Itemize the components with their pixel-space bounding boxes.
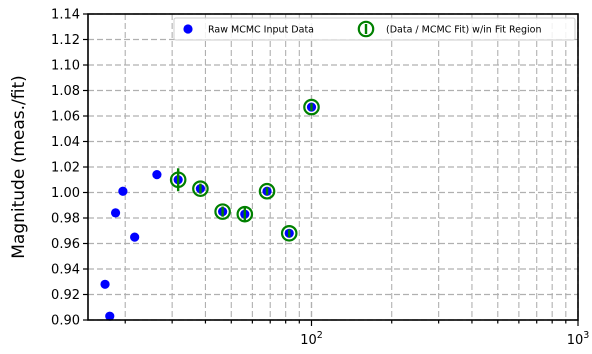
fit-data-point [280,225,298,242]
fit-data-point [192,180,209,197]
y-axis-label: Magnitude (meas./fit) [9,75,29,259]
y-tick-label: 1.02 [51,161,80,176]
legend-label-fit: (Data / MCMC Fit) w/in Fit Region [386,25,542,36]
fit-data-point [258,182,276,200]
y-tick-label: 0.94 [51,263,80,278]
legend-label-raw: Raw MCMC Input Data [208,25,314,36]
raw-data-point [152,170,162,180]
data-points [100,98,320,321]
legend: Raw MCMC Input Data (Data / MCMC Fit) w/i… [173,17,576,41]
y-tick-label: 1.04 [51,135,80,150]
y-tick-label: 1.08 [51,84,80,99]
legend-box [173,17,576,41]
raw-data-point [105,311,115,321]
fit-data-point [303,98,320,116]
x-tick-label: 103 [567,330,590,348]
fit-data-point [169,171,187,189]
y-tick-label: 1.12 [51,33,80,48]
fit-data-point [236,205,254,223]
raw-data-point [110,208,121,218]
y-tick-label: 0.92 [51,288,80,303]
y-tick-label: 0.90 [51,314,80,329]
raw-data-point [100,279,110,289]
grid [88,13,579,321]
raw-data-point [118,186,128,196]
raw-data-point [130,232,140,242]
y-tick-label: 0.96 [51,237,80,252]
y-tick-label: 0.98 [51,212,80,227]
y-tick-label: 1.00 [51,186,80,201]
y-tick-label: 1.14 [51,8,80,23]
x-tick-label: 102 [300,330,323,348]
legend-marker-raw [183,24,193,34]
axis-ticks: 0.90 0.92 0.94 0.96 0.98 1.00 1.02 1.04 1.06 1.08… [51,8,589,349]
y-tick-label: 1.06 [51,110,80,125]
fit-data-point [214,203,231,220]
y-tick-label: 1.10 [51,59,80,74]
legend-marker-fit [357,20,375,38]
